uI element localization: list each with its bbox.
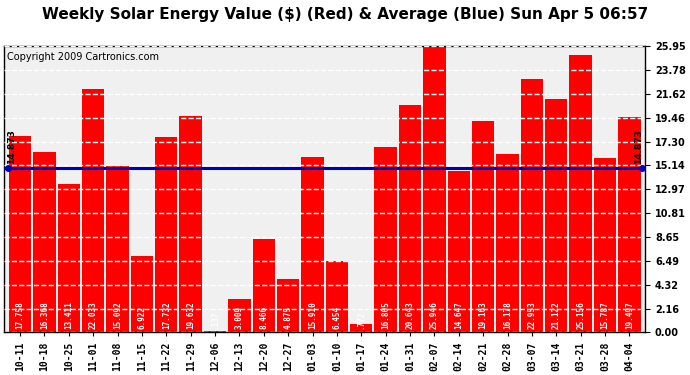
Text: 19.632: 19.632 <box>186 302 195 329</box>
Text: 20.643: 20.643 <box>406 302 415 329</box>
Bar <box>569 55 592 332</box>
Text: 15.092: 15.092 <box>113 302 122 329</box>
Text: 3.009: 3.009 <box>235 306 244 329</box>
Text: 25.946: 25.946 <box>430 302 439 329</box>
Text: 16.805: 16.805 <box>381 302 390 329</box>
Text: Weekly Solar Energy Value ($) (Red) & Average (Blue) Sun Apr 5 06:57: Weekly Solar Energy Value ($) (Red) & Av… <box>42 8 648 22</box>
Bar <box>448 171 470 332</box>
Bar <box>350 324 373 332</box>
Bar <box>423 46 446 332</box>
Text: 4.875: 4.875 <box>284 306 293 329</box>
Bar <box>179 116 202 332</box>
Text: 14.873: 14.873 <box>634 129 643 164</box>
Text: 14.647: 14.647 <box>454 302 463 329</box>
Bar <box>277 279 299 332</box>
Bar <box>496 154 519 332</box>
Text: 25.156: 25.156 <box>576 302 585 329</box>
Text: 19.163: 19.163 <box>479 302 488 329</box>
Bar <box>253 239 275 332</box>
Text: 22.033: 22.033 <box>88 302 98 329</box>
Bar <box>375 147 397 332</box>
Text: 6.922: 6.922 <box>137 306 146 329</box>
Text: 15.910: 15.910 <box>308 302 317 329</box>
Bar <box>326 261 348 332</box>
Bar <box>155 137 177 332</box>
Bar <box>472 121 494 332</box>
Text: 21.122: 21.122 <box>552 302 561 329</box>
Bar <box>33 152 56 332</box>
Bar <box>618 117 640 332</box>
Bar <box>204 331 226 332</box>
Bar <box>399 105 421 332</box>
Text: .137: .137 <box>210 310 219 329</box>
Text: 22.953: 22.953 <box>527 302 536 329</box>
Text: 15.787: 15.787 <box>600 302 609 329</box>
Text: 16.368: 16.368 <box>40 302 49 329</box>
Bar <box>302 157 324 332</box>
Text: 8.466: 8.466 <box>259 306 268 329</box>
Text: .772: .772 <box>357 310 366 329</box>
Bar <box>82 89 104 332</box>
Text: 17.758: 17.758 <box>15 302 25 329</box>
Bar <box>9 136 31 332</box>
Text: 13.411: 13.411 <box>64 302 73 329</box>
Bar <box>594 158 616 332</box>
Bar <box>106 166 129 332</box>
Text: 19.497: 19.497 <box>625 302 634 329</box>
Text: 17.732: 17.732 <box>161 302 170 329</box>
Text: 16.178: 16.178 <box>503 302 512 329</box>
Text: Copyright 2009 Cartronics.com: Copyright 2009 Cartronics.com <box>8 52 159 62</box>
Bar <box>521 79 543 332</box>
Bar <box>57 184 80 332</box>
Text: 14.873: 14.873 <box>7 129 16 164</box>
Text: 6.454: 6.454 <box>333 306 342 329</box>
Bar <box>228 299 250 332</box>
Bar <box>130 256 153 332</box>
Bar <box>545 99 567 332</box>
